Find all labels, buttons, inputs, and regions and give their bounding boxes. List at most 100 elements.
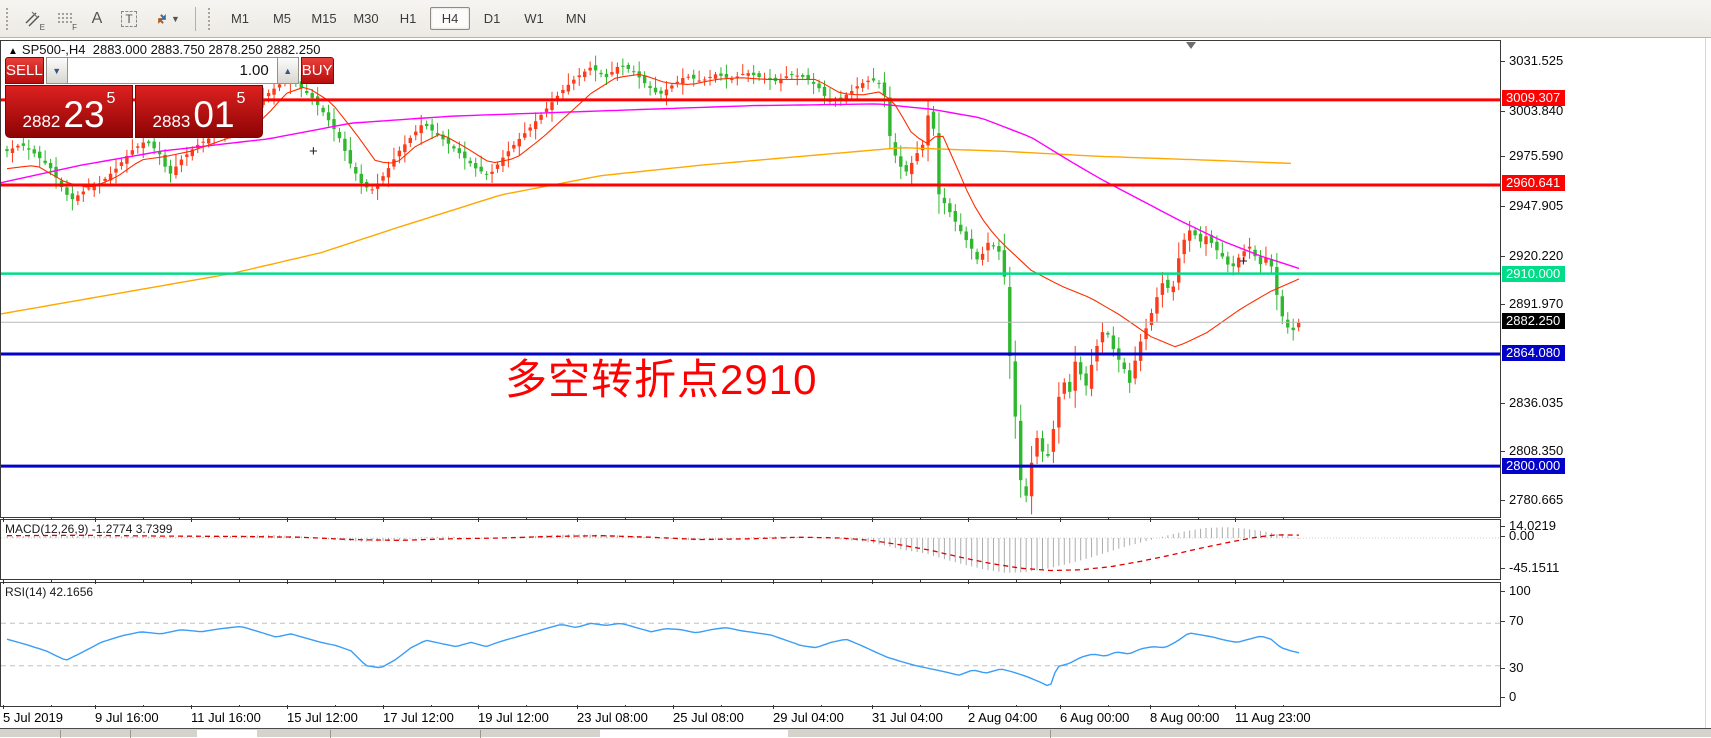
buy-price-sup: 5 <box>236 90 246 107</box>
timeframe-button-w1[interactable]: W1 <box>524 11 544 26</box>
date-tick <box>968 518 969 522</box>
date-tick <box>721 705 722 707</box>
toolbar: E F A T ▼ M1 M5 M15 M30 H1 H4 D1 W1 MN <box>0 0 1711 38</box>
text-box-icon[interactable]: T <box>114 5 144 33</box>
buy-button[interactable]: BUY <box>300 57 334 84</box>
timeframe-button-m5[interactable]: M5 <box>272 11 292 26</box>
timeframe-button-mn[interactable]: MN <box>565 11 587 26</box>
date-axis-label: 23 Jul 08:00 <box>577 710 648 725</box>
date-tick <box>1016 705 1017 707</box>
volume-increase-button[interactable]: ▲ <box>276 57 299 84</box>
sell-button[interactable]: SELL <box>5 57 44 84</box>
price-axis-label: 2947.905 <box>1509 198 1564 213</box>
date-tick <box>383 518 384 522</box>
volume-input[interactable] <box>67 57 277 84</box>
window-edge <box>1705 38 1706 737</box>
timeframe-button-h4[interactable]: H4 <box>430 7 470 30</box>
date-tick <box>968 580 969 584</box>
date-tick <box>872 580 873 584</box>
price-axis-label: 14.0219 <box>1509 518 1556 533</box>
date-tick <box>773 580 774 584</box>
arrows-glyph <box>158 13 166 24</box>
date-tick <box>383 705 384 709</box>
axis-tick <box>1501 621 1505 622</box>
date-tick <box>1235 580 1236 584</box>
price-axis-label: 30 <box>1509 660 1524 675</box>
rsi-canvas[interactable] <box>1 583 1500 706</box>
date-axis-label: 11 Aug 23:00 <box>1235 710 1311 725</box>
price-axis-label: -45.1511 <box>1509 560 1560 575</box>
equidistant-channel-glyph <box>25 11 40 26</box>
macd-panel[interactable]: MACD(12,26,9) -1.2774 3.7399 <box>0 519 1501 580</box>
date-axis-label: 29 Jul 04:00 <box>773 710 844 725</box>
price-axis[interactable]: 3031.525 3009.307 3003.840 2975.590 2960.641… <box>1501 38 1706 737</box>
arrows-objects-icon[interactable]: ▼ <box>146 5 188 33</box>
volume-decrease-button[interactable]: ▼ <box>45 57 68 84</box>
toolbar-grip[interactable] <box>6 7 13 30</box>
fibonacci-grid-icon[interactable]: F <box>50 5 80 33</box>
date-tick <box>239 580 240 582</box>
date-tick <box>239 705 240 707</box>
date-tick <box>1108 518 1109 520</box>
date-tick <box>143 705 144 707</box>
equidistant-channel-icon[interactable]: E <box>18 5 48 33</box>
date-tick <box>191 580 192 584</box>
timeframe-group: M1 M5 M15 M30 H1 H4 D1 W1 MN <box>219 7 597 30</box>
date-tick <box>431 580 432 582</box>
date-tick <box>1108 705 1109 707</box>
price-axis-label: 3003.840 <box>1509 103 1564 118</box>
date-axis-label: 6 Aug 00:00 <box>1060 710 1130 725</box>
date-tick <box>577 580 578 584</box>
timeframe-button-d1[interactable]: D1 <box>483 11 501 26</box>
crosshair-marker: + <box>309 143 318 160</box>
macd-canvas[interactable] <box>1 520 1500 579</box>
date-tick <box>773 705 774 709</box>
date-tick <box>478 705 479 709</box>
axis-tick <box>1501 591 1505 592</box>
date-tick <box>3 580 4 584</box>
date-tick <box>287 518 288 522</box>
chart-title: ▲ SP500-,H4 2883.000 2883.750 2878.250 28… <box>8 42 320 57</box>
date-tick <box>1198 580 1199 582</box>
date-tick <box>51 705 52 707</box>
date-tick <box>143 580 144 582</box>
date-tick <box>1198 518 1199 520</box>
date-tick <box>1016 580 1017 582</box>
timeframe-button-m15[interactable]: M15 <box>311 11 337 26</box>
date-tick <box>872 518 873 522</box>
date-tick <box>1060 580 1061 584</box>
text-label-icon[interactable]: A <box>91 9 103 27</box>
axis-tick <box>1501 697 1505 698</box>
chart-shift-marker[interactable] <box>1186 42 1196 49</box>
price-axis-label: 70 <box>1509 613 1524 628</box>
timeframe-grip[interactable] <box>208 7 215 30</box>
dropdown-caret-icon: ▼ <box>171 13 180 24</box>
sell-price-big: 23 <box>63 94 105 135</box>
date-axis-label: 8 Aug 00:00 <box>1150 710 1220 725</box>
date-tick <box>1198 705 1199 707</box>
date-tick <box>3 518 4 522</box>
price-level-badge: 2882.250 <box>1502 313 1566 329</box>
buy-quote-button[interactable]: 2883 01 5 <box>135 85 263 138</box>
date-tick <box>577 705 578 709</box>
price-level-badge: 3009.307 <box>1502 90 1566 106</box>
date-tick <box>1060 518 1061 522</box>
chart-window: ▲ SP500-,H4 2883.000 2883.750 2878.250 28… <box>0 38 1711 738</box>
chart-annotation-text[interactable]: 多空转折点2910 <box>505 356 818 403</box>
sell-quote-button[interactable]: 2882 23 5 <box>5 85 133 138</box>
date-tick <box>95 580 96 584</box>
buy-price-big: 01 <box>193 94 235 135</box>
date-tick <box>335 705 336 707</box>
timeframe-button-h1[interactable]: H1 <box>399 11 417 26</box>
date-axis-label: 5 Jul 2019 <box>3 710 63 725</box>
timeframe-button-m30[interactable]: M30 <box>353 11 379 26</box>
date-tick <box>673 705 674 709</box>
chart-canvas[interactable] <box>1 41 1500 517</box>
rsi-panel[interactable]: RSI(14) 42.1656 <box>0 582 1501 707</box>
price-axis-label: 2975.590 <box>1509 148 1564 163</box>
date-tick <box>821 580 822 582</box>
one-click-trading-panel: SELL ▼ ▲ BUY 2882 23 5 2883 01 5 <box>5 57 334 138</box>
price-level-badge: 2960.641 <box>1502 175 1566 191</box>
timeframe-button-m1[interactable]: M1 <box>230 11 250 26</box>
price-axis-label: 2920.220 <box>1509 248 1564 263</box>
